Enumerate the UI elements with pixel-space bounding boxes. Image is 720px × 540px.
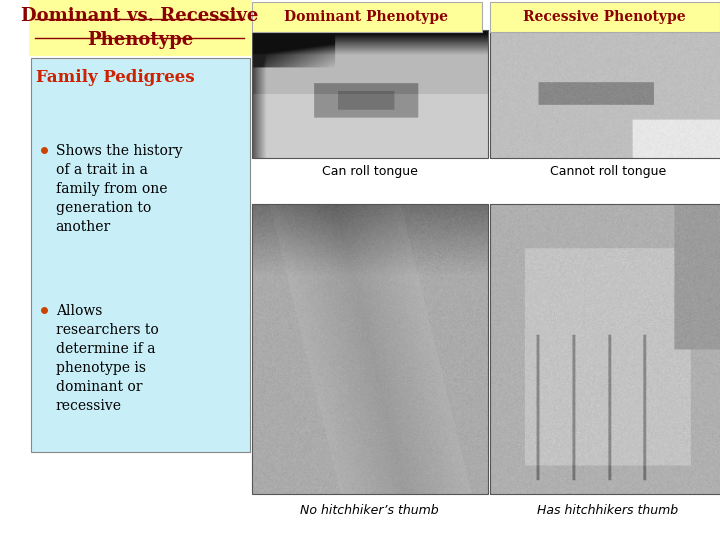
- Text: Dominant Phenotype: Dominant Phenotype: [284, 10, 448, 24]
- Text: Family Pedigrees: Family Pedigrees: [37, 70, 195, 86]
- FancyBboxPatch shape: [251, 0, 720, 540]
- FancyBboxPatch shape: [490, 2, 720, 32]
- Text: Has hitchhikers thumb: Has hitchhikers thumb: [537, 503, 678, 516]
- FancyBboxPatch shape: [29, 0, 251, 56]
- Text: Dominant vs. Recessive
Phenotype: Dominant vs. Recessive Phenotype: [22, 7, 258, 49]
- FancyBboxPatch shape: [251, 2, 482, 32]
- FancyBboxPatch shape: [31, 58, 250, 452]
- Text: Recessive Phenotype: Recessive Phenotype: [523, 10, 685, 24]
- Text: Cannot roll tongue: Cannot roll tongue: [549, 165, 666, 179]
- Text: Allows
researchers to
determine if a
phenotype is
dominant or
recessive: Allows researchers to determine if a phe…: [55, 304, 158, 413]
- Text: Can roll tongue: Can roll tongue: [322, 165, 418, 179]
- Text: No hitchhiker’s thumb: No hitchhiker’s thumb: [300, 503, 439, 516]
- Text: Shows the history
of a trait in a
family from one
generation to
another: Shows the history of a trait in a family…: [55, 144, 182, 234]
